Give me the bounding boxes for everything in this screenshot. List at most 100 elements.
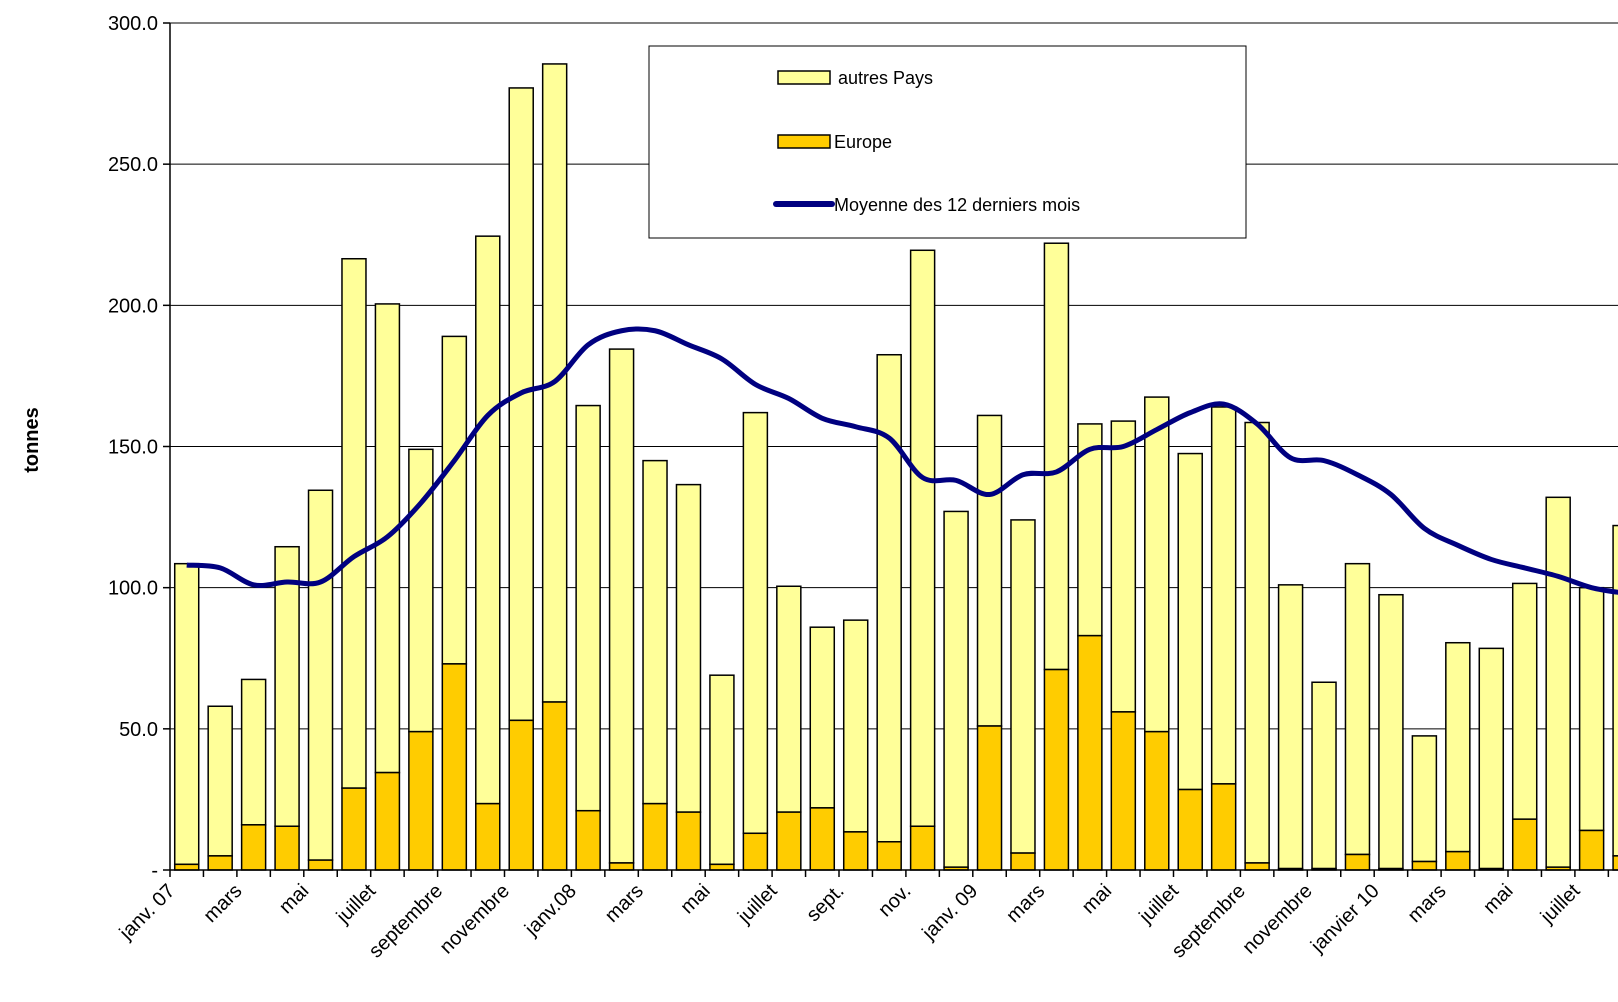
- bar-autres-pays: [608, 348, 635, 864]
- moving-average-line-layer: [186, 326, 1618, 595]
- bar-autres-pays: [1344, 562, 1371, 856]
- bar-europe: [575, 809, 601, 871]
- bar-europe: [541, 701, 568, 871]
- axes: [169, 23, 1618, 877]
- x-tick-label: juillet: [332, 880, 381, 929]
- bar-europe: [307, 859, 334, 871]
- bar-autres-pays: [642, 459, 668, 805]
- bar-europe: [1445, 850, 1471, 871]
- bar-europe: [776, 811, 802, 871]
- bar-europe: [1043, 668, 1070, 871]
- x-tick-label: mars: [1002, 880, 1049, 927]
- bar-europe: [508, 719, 534, 871]
- bar-autres-pays: [1010, 519, 1036, 854]
- bar-autres-pays: [1511, 582, 1538, 820]
- bar-europe: [709, 863, 735, 871]
- bar-europe: [842, 831, 869, 871]
- bar-europe: [1344, 853, 1371, 871]
- bar-autres-pays: [307, 489, 334, 861]
- bar-europe: [1210, 783, 1237, 871]
- bar-europe: [1110, 711, 1137, 871]
- x-tick-label: novembre: [436, 880, 514, 958]
- x-tick-label: juillet: [1536, 880, 1585, 929]
- bar-autres-pays: [809, 626, 836, 809]
- bar-europe: [976, 725, 1003, 871]
- bar-europe: [173, 863, 200, 871]
- legend-box: [648, 45, 1247, 239]
- bar-autres-pays: [1445, 641, 1471, 853]
- bar-europe: [441, 663, 468, 871]
- x-tick-label: mars: [601, 880, 648, 927]
- bar-europe: [909, 825, 936, 871]
- bar-europe: [642, 802, 668, 871]
- bar-europe: [1244, 862, 1270, 871]
- bar-autres-pays: [1311, 681, 1337, 870]
- bar-europe: [809, 807, 836, 871]
- x-tick-label: juillet: [1135, 880, 1184, 929]
- x-tick-label: septembre: [365, 880, 447, 962]
- bar-europe: [876, 841, 902, 871]
- bar-autres-pays: [1077, 423, 1103, 637]
- bar-europe: [1411, 860, 1438, 871]
- bar-europe: [675, 811, 702, 871]
- bar-autres-pays: [207, 705, 233, 857]
- bar-autres-pays: [441, 335, 468, 665]
- bar-europe: [1010, 852, 1036, 871]
- bar-autres-pays: [976, 414, 1003, 727]
- x-tick-label: mai: [1078, 880, 1116, 918]
- bar-autres-pays: [1277, 584, 1304, 870]
- bar-europe: [1578, 829, 1605, 871]
- legend: autres Pays Europe Moyenne des 12 dernie…: [648, 45, 1247, 239]
- y-axis-title: tonnes: [21, 407, 43, 473]
- legend-label-europe: Europe: [834, 132, 892, 152]
- y-tick-label: 200.0: [108, 295, 158, 317]
- bar-autres-pays: [1478, 647, 1505, 870]
- legend-swatch-autres-pays: [777, 70, 831, 85]
- bar-europe: [341, 787, 367, 871]
- bar-europe: [408, 730, 434, 871]
- x-tick-label: mai: [1479, 880, 1517, 918]
- bar-autres-pays: [842, 619, 869, 833]
- y-tick-label: 150.0: [108, 437, 158, 459]
- x-tick-label: novembre: [1238, 880, 1316, 958]
- legend-label-autres-pays: autres Pays: [838, 68, 933, 88]
- bar-europe: [742, 832, 769, 871]
- bar-autres-pays: [1244, 421, 1270, 864]
- bar-autres-pays: [776, 585, 802, 813]
- bar-europe: [274, 825, 300, 871]
- bar-autres-pays: [742, 411, 769, 835]
- bar-europe: [374, 771, 401, 871]
- y-tick-label: 300.0: [108, 13, 158, 35]
- bar-europe: [1177, 788, 1203, 871]
- bar-autres-pays: [575, 404, 601, 812]
- bar-autres-pays: [675, 483, 702, 813]
- bar-autres-pays: [1545, 496, 1571, 868]
- x-tick-label: mai: [275, 880, 313, 918]
- bar-autres-pays: [240, 678, 267, 826]
- bar-autres-pays: [1177, 452, 1203, 791]
- y-tick-label: 250.0: [108, 154, 158, 176]
- bar-autres-pays: [709, 674, 735, 866]
- bar-europe: [608, 862, 635, 871]
- bar-europe: [240, 824, 267, 871]
- x-tick-label: janv. 09: [918, 880, 983, 945]
- bar-europe: [475, 802, 501, 871]
- bar-autres-pays: [173, 562, 200, 866]
- bar-autres-pays: [341, 257, 367, 789]
- bar-europe: [1144, 730, 1170, 871]
- bar-autres-pays: [1411, 735, 1438, 863]
- bar-autres-pays: [274, 545, 300, 827]
- bar-autres-pays: [1378, 593, 1404, 870]
- bar-autres-pays: [876, 353, 902, 843]
- bar-autres-pays: [1210, 406, 1237, 785]
- x-tick-label: mars: [199, 880, 246, 927]
- bar-europe: [1612, 855, 1618, 871]
- y-tick-label: -: [151, 860, 158, 882]
- bar-europe: [1511, 818, 1538, 871]
- x-tick-label: janvier 10: [1306, 880, 1384, 958]
- y-tick-labels: - 50.0 100.0 150.0 200.0 250.0 300.0: [108, 13, 158, 882]
- bar-europe: [1077, 634, 1103, 871]
- bar-autres-pays: [1612, 524, 1618, 857]
